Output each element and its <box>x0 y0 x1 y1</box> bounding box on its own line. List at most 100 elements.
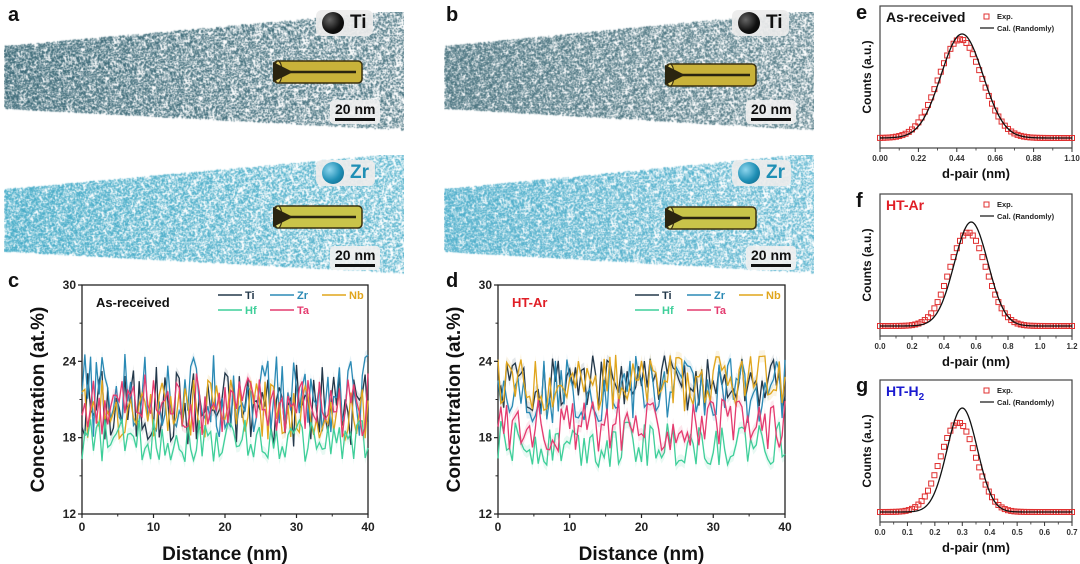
legend-item-nb: Nb <box>739 290 781 302</box>
legend-marker <box>983 387 990 394</box>
legend-marker <box>983 13 990 20</box>
scale-bar-a-zr: 20 nm <box>330 246 381 270</box>
exp-data-point <box>937 453 944 460</box>
x-axis-label: Distance (nm) <box>162 544 288 564</box>
y-tick-label: 12 <box>479 507 493 521</box>
x-tick-label: 0.6 <box>970 342 982 351</box>
legend-marker <box>983 201 990 208</box>
legend-item-nb: Nb <box>322 290 364 302</box>
element-legend-b-zr: Zr <box>732 160 791 186</box>
exp-data-point <box>966 436 973 443</box>
exp-data-point <box>918 498 925 505</box>
x-tick-label: 0.88 <box>1026 154 1042 163</box>
exp-data-point <box>925 314 931 321</box>
exp-data-point <box>963 39 970 46</box>
exp-data-point <box>979 254 986 261</box>
error-band-ta <box>498 392 785 458</box>
condition-title-text: HT-Ar <box>886 197 925 213</box>
calc-random-line <box>879 33 1073 139</box>
legend-item-zr: Zr <box>270 290 309 302</box>
exp-data-point <box>992 498 999 505</box>
x-tick-label: 0.1 <box>902 528 914 537</box>
x-tick-label: 40 <box>778 520 792 534</box>
legend-label: Ti <box>662 290 672 302</box>
legend-label: Exp. <box>997 386 1013 395</box>
legend-label: Exp. <box>997 200 1013 209</box>
series-line-ta <box>497 398 786 454</box>
element-label: Zr <box>350 162 369 183</box>
x-tick-label: 0.00 <box>872 154 888 163</box>
x-tick-label: 0.44 <box>949 154 965 163</box>
exp-data-point <box>969 445 976 452</box>
chart-f-dpair-distribution: 0.0 0.2 0.4 0.6 0.8 1.0 1.2 d-pair (nm) Counts (… <box>860 193 1078 369</box>
exp-data-point <box>902 507 909 514</box>
exp-data-point <box>963 428 970 435</box>
error-band-hf <box>498 415 785 473</box>
exp-data-point <box>934 77 941 84</box>
exp-data-point <box>1001 122 1008 129</box>
exp-data-point <box>925 487 931 494</box>
exp-data-point <box>931 305 938 312</box>
scale-bar-a-ti: 20 nm <box>330 100 381 124</box>
exp-data-point <box>934 299 941 306</box>
exp-data-point <box>989 494 995 501</box>
scale-bar-label: 20 nm <box>751 101 792 117</box>
panel-label-g: g <box>856 375 869 397</box>
x-tick-label: 40 <box>361 520 375 534</box>
legend-label: Nb <box>349 290 364 302</box>
x-tick-label: 0.6 <box>1039 528 1051 537</box>
plot-frame <box>81 284 369 515</box>
exp-data-point <box>1011 319 1018 326</box>
x-tick-label: 0 <box>495 520 502 534</box>
exp-data-point <box>905 507 912 514</box>
scale-bar-b-zr: 20 nm <box>746 246 797 270</box>
scale-bar-line <box>335 118 376 121</box>
exp-data-point <box>941 443 947 450</box>
exp-data-point <box>1014 320 1021 327</box>
scale-bar-b-ti: 20 nm <box>746 100 797 124</box>
legend-label: Ta <box>297 305 310 317</box>
legend-label: Cal. (Randomly) <box>997 24 1055 33</box>
zr-sphere-icon <box>322 162 344 184</box>
series-line-nb <box>81 378 369 442</box>
exp-data-point <box>928 480 935 487</box>
legend-item-ti: Ti <box>635 290 672 302</box>
roi-cylinder-icon <box>273 205 363 229</box>
scale-bar-line <box>751 118 792 121</box>
y-tick-label: 24 <box>479 354 493 368</box>
legend-item-hf: Hf <box>218 305 257 317</box>
x-tick-label: 0.4 <box>984 528 996 537</box>
panel-label-e: e <box>856 2 868 24</box>
legend-item-exp: Exp. <box>983 386 1013 395</box>
exp-data-point <box>915 501 922 508</box>
legend-label: Zr <box>714 290 726 302</box>
y-tick-label: 18 <box>479 431 493 445</box>
exp-data-point <box>928 310 935 317</box>
plot-frame <box>879 379 1073 523</box>
exp-data-point <box>973 237 979 244</box>
x-tick-label: 20 <box>635 520 649 534</box>
series-line-zr <box>497 356 786 424</box>
element-label: Ti <box>766 12 783 33</box>
x-tick-label: 0.22 <box>911 154 927 163</box>
exp-data-point <box>960 423 967 430</box>
x-tick-label: 0.2 <box>929 528 941 537</box>
exp-data-point <box>912 321 919 328</box>
x-tick-label: 1.2 <box>1066 342 1078 351</box>
legend-item-hf: Hf <box>635 305 674 317</box>
series-line-hf <box>81 418 369 463</box>
exp-data-point <box>915 320 922 327</box>
condition-title: As-received <box>886 9 965 25</box>
x-tick-label: 0.2 <box>906 342 918 351</box>
x-tick-label: 0.8 <box>1002 342 1014 351</box>
x-tick-label: 1.0 <box>1034 342 1046 351</box>
legend-item-cal: Cal. (Randomly) <box>980 24 1055 33</box>
chart-g-dpair-distribution: 0.0 0.1 0.2 0.3 0.4 0.5 0.6 0.7 d-pair (nm) Count… <box>860 379 1078 555</box>
series-line-hf <box>497 421 786 469</box>
x-tick-label: 1.10 <box>1064 154 1080 163</box>
scale-bar-label: 20 nm <box>335 101 376 117</box>
exp-data-point <box>998 118 1005 125</box>
x-axis-label: Distance (nm) <box>579 544 705 564</box>
scale-bar-label: 20 nm <box>335 247 376 263</box>
y-tick-label: 18 <box>63 431 77 445</box>
